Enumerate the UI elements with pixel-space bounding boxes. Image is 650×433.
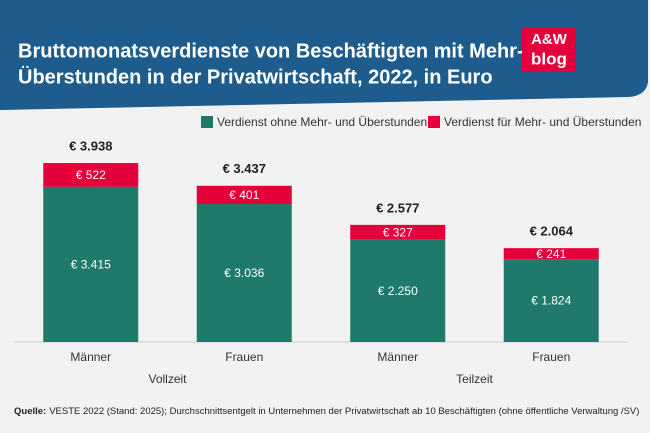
logo-box [522, 28, 576, 72]
bar-segment [350, 239, 446, 342]
chart-title: Bruttomonatsverdienste von Beschäftigten… [18, 40, 544, 62]
x-tick-label: Frauen [532, 350, 570, 364]
data-label: € 401 [229, 188, 259, 202]
source-label: Quelle: [14, 406, 46, 417]
data-label: € 241 [536, 247, 566, 261]
data-label: € 522 [76, 168, 106, 182]
total-label: € 3.437 [223, 161, 266, 176]
logo-text: A&W [531, 31, 568, 48]
data-label: € 327 [383, 225, 413, 239]
x-tick-label: Männer [377, 350, 418, 364]
x-tick-label: Frauen [225, 350, 263, 364]
group-label: Vollzeit [148, 372, 187, 386]
logo-text: blog [531, 49, 567, 68]
bar-segment [503, 259, 599, 342]
bar-segment [503, 248, 599, 260]
data-label: € 1.824 [531, 294, 571, 308]
legend-swatch [201, 116, 213, 128]
group-label: Teilzeit [456, 372, 493, 386]
data-label: € 3.036 [224, 266, 264, 280]
source: Quelle: VESTE 2022 (Stand: 2025); Durchsc… [14, 406, 639, 417]
chart-title: Überstunden in der Privatwirtschaft, 202… [18, 65, 493, 88]
total-label: € 3.938 [69, 138, 112, 153]
x-tick-label: Männer [70, 350, 111, 364]
data-label: € 3.415 [71, 258, 111, 272]
total-label: € 2.577 [376, 200, 419, 215]
source-text: VESTE 2022 (Stand: 2025); Durchschnittse… [49, 406, 639, 417]
bar-segment [196, 185, 292, 204]
legend-swatch [428, 116, 440, 128]
data-label: € 2.250 [378, 284, 418, 298]
total-label: € 2.064 [530, 224, 574, 239]
bar-segment [196, 204, 292, 342]
bar-segment [43, 186, 139, 342]
bar-segment [43, 163, 139, 187]
legend-label: Verdienst ohne Mehr- und Überstunden [217, 115, 427, 129]
header-banner [0, 0, 648, 110]
bar-segment [350, 224, 446, 240]
legend-label: Verdienst für Mehr- und Überstunden [444, 115, 641, 129]
